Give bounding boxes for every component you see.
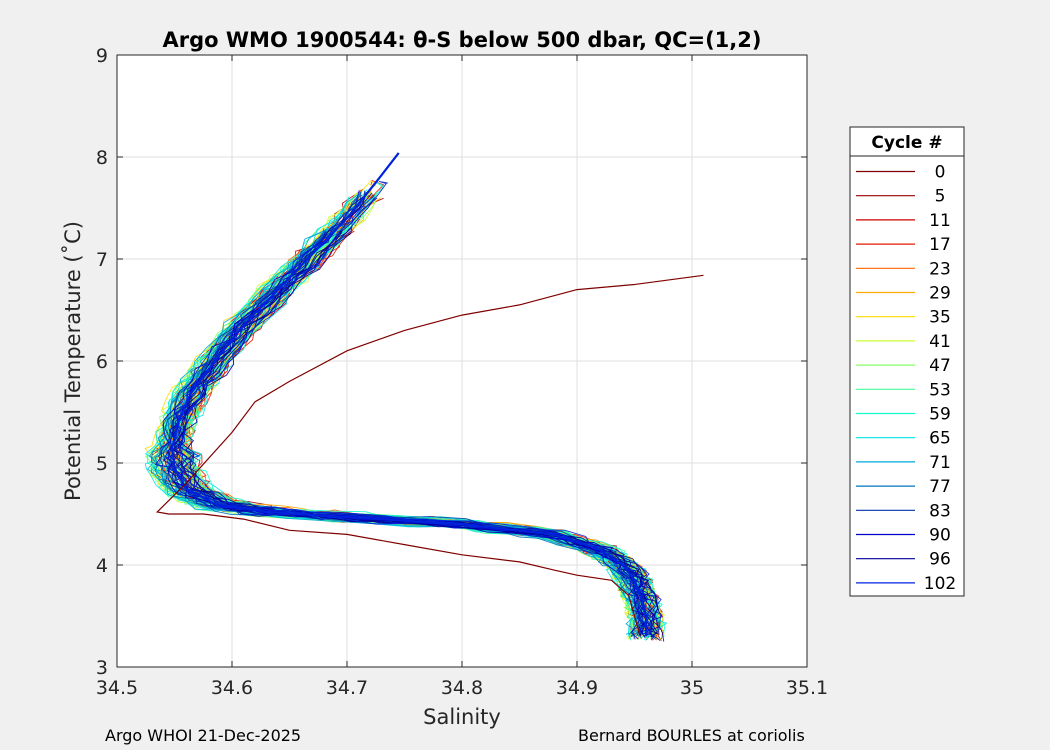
legend-entry-label: 41 [929,332,951,352]
legend: Cycle # 0 5 11 17 23 29 35 41 47 53 59 65 71 77 83 90 96… [849,126,965,597]
x-tick-label: 35 [680,677,704,699]
legend-entry-label: 65 [929,429,951,449]
legend-entry-label: 17 [929,235,951,255]
cycle-profile-line [176,180,655,638]
axis-ticks: 34.5 34.6 34.7 34.8 34.9 35 35.1 3 4 5 6 7 8 9 [96,45,828,699]
grid-lines [117,55,807,667]
x-tick-label: 34.7 [326,677,368,699]
x-tick-label: 34.9 [556,677,598,699]
cycle-0-profile-line [155,274,704,637]
footer-author: Bernard BOURLES at coriolis [578,726,805,745]
legend-entries: 0 5 11 17 23 29 35 41 47 53 59 65 71 77 83 90 96 102 [856,163,956,594]
legend-entry-label: 53 [929,380,951,400]
x-tick-label: 34.5 [96,677,138,699]
legend-entry-label: 83 [929,501,951,521]
footer-source-date: Argo WHOI 21-Dec-2025 [105,726,302,745]
legend-entry-label: 77 [929,477,951,497]
y-tick-label: 6 [96,351,108,373]
legend-entry-label: 23 [929,259,951,279]
y-tick-label: 3 [96,657,108,679]
legend-entry-label: 35 [929,308,951,328]
legend-entry-label: 71 [929,453,951,473]
y-axis-label: Potential Temperature (˚C) [61,221,85,501]
cycle-profile-line [166,234,647,637]
cycle-profile-line [166,190,653,635]
legend-entry-label: 0 [935,163,946,183]
y-tick-label: 9 [96,45,108,67]
legend-entry-label: 59 [929,405,951,425]
legend-title: Cycle # [871,133,942,153]
legend-entry-label: 90 [929,526,951,546]
x-tick-label: 34.6 [211,677,253,699]
x-tick-label: 35.1 [786,677,828,699]
cycle-profile-line [178,191,663,635]
y-tick-label: 5 [96,453,108,475]
chart-title: Argo WMO 1900544: θ-S below 500 dbar, QC… [163,28,762,52]
legend-entry-label: 96 [929,550,951,570]
legend-entry-label: 5 [935,187,946,207]
legend-entry-label: 29 [929,284,951,304]
profile-lines [144,152,704,642]
cycle-profile-line [179,195,662,635]
legend-entry-label: 102 [924,574,956,594]
y-tick-label: 4 [96,555,108,577]
legend-entry-label: 47 [929,356,951,376]
x-axis-label: Salinity [423,705,501,729]
legend-box [849,126,965,597]
legend-entry-label: 11 [929,211,951,231]
y-tick-label: 7 [96,249,108,271]
y-tick-label: 8 [96,147,108,169]
cycle-102-profile-line [171,152,648,637]
x-tick-label: 34.8 [441,677,483,699]
